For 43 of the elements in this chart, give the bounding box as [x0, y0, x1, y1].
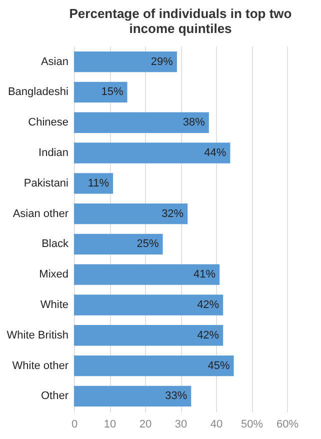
bar: [74, 264, 220, 285]
x-tick-label: 60%: [276, 418, 299, 430]
bar: [74, 234, 163, 255]
data-label: 33%: [165, 390, 188, 402]
y-tick-label: Mixed: [39, 268, 68, 281]
bar: [74, 386, 192, 407]
y-tick-label: Black: [42, 238, 69, 250]
x-tick-label: 30: [174, 418, 188, 430]
data-label: 29%: [150, 56, 174, 68]
data-label: 44%: [204, 147, 226, 160]
x-tick-label: 10: [104, 418, 116, 430]
y-tick-label: Pakistani: [24, 177, 68, 190]
data-label: 41%: [194, 268, 216, 281]
y-tick-label: Other: [40, 390, 69, 402]
x-tick-label: 20: [139, 418, 152, 430]
x-tick-label: 40: [210, 418, 223, 430]
bar: [74, 51, 177, 72]
bar: [74, 355, 234, 376]
bar: [74, 203, 188, 224]
data-label: 32%: [162, 208, 184, 220]
y-tick-label: White: [40, 298, 68, 311]
y-tick-label: Bangladeshi: [8, 86, 68, 98]
data-label: 38%: [182, 116, 206, 129]
y-tick-label: White British: [6, 329, 68, 342]
bar: [74, 142, 230, 164]
data-label: 15%: [101, 86, 124, 98]
y-tick-label: Asian: [40, 56, 68, 68]
y-tick-label: Indian: [38, 147, 68, 160]
data-label: 11%: [88, 177, 110, 190]
bar: [74, 112, 209, 133]
data-label: 42%: [197, 329, 220, 342]
data-label: 25%: [136, 238, 159, 250]
chart-title: Percentage of individuals in top two income quintiles: [69, 6, 292, 36]
x-tick-label: 0: [71, 418, 78, 430]
x-tick-label: 50%: [240, 418, 264, 430]
bar: [74, 82, 128, 103]
bar: [74, 325, 224, 346]
data-label: 42%: [197, 298, 220, 311]
y-tick-label: White other: [12, 360, 69, 372]
y-tick-label: Chinese: [28, 116, 68, 129]
bar: [74, 294, 224, 316]
data-label: 45%: [208, 360, 230, 372]
y-tick-label: Asian other: [12, 208, 69, 220]
